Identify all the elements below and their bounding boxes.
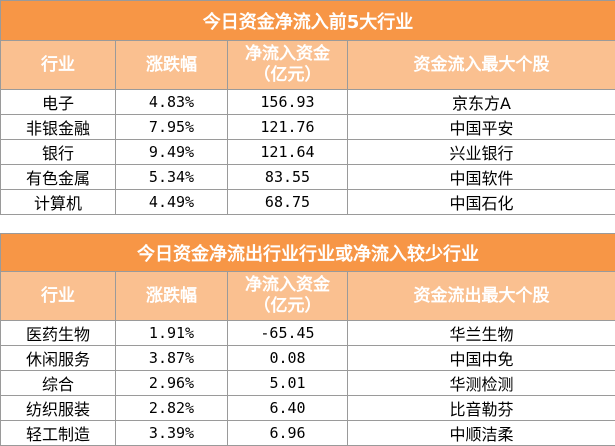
header-top-stock: 资金流出最大个股 <box>348 272 615 321</box>
change-cell: 5.34% <box>116 165 228 190</box>
industry-cell: 电子 <box>1 90 116 115</box>
top-stock-cell: 兴业银行 <box>348 140 615 165</box>
change-cell: 2.82% <box>116 396 228 421</box>
net-flow-cell: -65.45 <box>228 321 348 346</box>
net-flow-cell: 0.08 <box>228 346 348 371</box>
industry-cell: 计算机 <box>1 190 116 215</box>
change-cell: 3.87% <box>116 346 228 371</box>
header-top-stock: 资金流入最大个股 <box>348 41 615 90</box>
top-stock-cell: 中国软件 <box>348 165 615 190</box>
change-cell: 2.96% <box>116 371 228 396</box>
industry-cell: 休闲服务 <box>1 346 116 371</box>
change-cell: 9.49% <box>116 140 228 165</box>
top-stock-cell: 中顺洁柔 <box>348 421 615 446</box>
industry-cell: 轻工制造 <box>1 421 116 446</box>
top-stock-cell: 华测检测 <box>348 371 615 396</box>
outflow-table: 今日资金净流出行业行业或净流入较少行业 行业 涨跌幅 净流入资金（亿元） 资金流… <box>0 233 615 446</box>
industry-cell: 纺织服装 <box>1 396 116 421</box>
top-stock-cell: 京东方A <box>348 90 615 115</box>
inflow-table: 今日资金净流入前5大行业 行业 涨跌幅 净流入资金（亿元） 资金流入最大个股 电… <box>0 0 615 215</box>
change-cell: 7.95% <box>116 115 228 140</box>
header-net-flow-label: 净流入资金（亿元） <box>233 275 343 317</box>
industry-cell: 有色金属 <box>1 165 116 190</box>
change-cell: 3.39% <box>116 421 228 446</box>
header-net-flow: 净流入资金（亿元） <box>228 272 348 321</box>
top-stock-cell: 华兰生物 <box>348 321 615 346</box>
change-cell: 4.83% <box>116 90 228 115</box>
table-gap <box>0 216 615 233</box>
net-flow-cell: 5.01 <box>228 371 348 396</box>
industry-cell: 综合 <box>1 371 116 396</box>
change-cell: 4.49% <box>116 190 228 215</box>
outflow-table-title: 今日资金净流出行业行业或净流入较少行业 <box>1 234 615 272</box>
net-flow-cell: 121.64 <box>228 140 348 165</box>
inflow-table-title: 今日资金净流入前5大行业 <box>1 1 615 41</box>
industry-cell: 非银金融 <box>1 115 116 140</box>
net-flow-cell: 121.76 <box>228 115 348 140</box>
net-flow-cell: 68.75 <box>228 190 348 215</box>
top-stock-cell: 中国平安 <box>348 115 615 140</box>
net-flow-cell: 6.40 <box>228 396 348 421</box>
header-net-flow-label: 净流入资金（亿元） <box>233 44 343 86</box>
change-cell: 1.91% <box>116 321 228 346</box>
header-industry: 行业 <box>1 272 116 321</box>
top-stock-cell: 比音勒芬 <box>348 396 615 421</box>
outflow-header-row: 行业 涨跌幅 净流入资金（亿元） 资金流出最大个股 <box>1 272 615 321</box>
header-change: 涨跌幅 <box>116 41 228 90</box>
inflow-header-row: 行业 涨跌幅 净流入资金（亿元） 资金流入最大个股 <box>1 41 615 90</box>
header-industry: 行业 <box>1 41 116 90</box>
industry-cell: 医药生物 <box>1 321 116 346</box>
industry-cell: 银行 <box>1 140 116 165</box>
top-stock-cell: 中国中免 <box>348 346 615 371</box>
header-change: 涨跌幅 <box>116 272 228 321</box>
top-stock-cell: 中国石化 <box>348 190 615 215</box>
net-flow-cell: 83.55 <box>228 165 348 190</box>
net-flow-cell: 156.93 <box>228 90 348 115</box>
net-flow-cell: 6.96 <box>228 421 348 446</box>
header-net-flow: 净流入资金（亿元） <box>228 41 348 90</box>
